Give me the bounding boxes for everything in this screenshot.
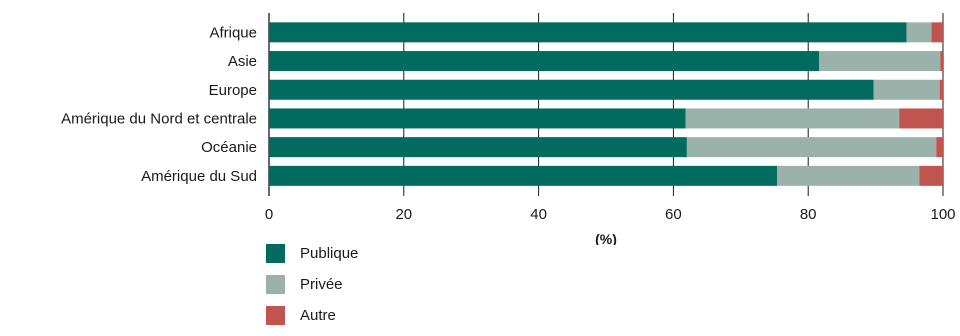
legend-swatch: [266, 305, 285, 325]
bar-segment-publique: [269, 22, 907, 43]
category-labels: Afrique Asie Europe Amérique du Nord et cen…: [61, 24, 257, 185]
bar-segment-privée: [873, 79, 940, 100]
x-axis-title: (%): [595, 231, 617, 245]
x-tick-label: 60: [665, 206, 682, 223]
bar-segment-publique: [269, 51, 819, 72]
bar-segment-publique: [269, 165, 778, 186]
x-tick-label: 40: [530, 206, 547, 223]
x-tick-labels: 0 20 40 60 80 100: [265, 206, 956, 223]
bar-segment-publique: [269, 108, 686, 129]
legend: Publique Privée Autre: [266, 243, 358, 336]
category-label: Europe: [209, 82, 257, 99]
bar-segment-autre: [940, 51, 943, 72]
bar-segment-privée: [777, 165, 920, 186]
bar-segment-autre: [939, 79, 943, 100]
bar-segment-privée: [818, 51, 941, 72]
bar-segment-privée: [685, 108, 900, 129]
bar-segment-autre: [936, 137, 943, 158]
bar-segment-publique: [269, 137, 687, 158]
bars: [269, 22, 943, 186]
legend-item: Autre: [266, 305, 358, 325]
bar-segment-publique: [269, 79, 874, 100]
bar-segment-autre: [931, 22, 943, 43]
category-label: Amérique du Sud: [141, 168, 257, 185]
legend-item: Privée: [266, 274, 358, 294]
category-label: Amérique du Nord et centrale: [61, 110, 257, 127]
bar-segment-privée: [686, 137, 937, 158]
bar-segment-autre: [919, 165, 943, 186]
bar-segment-privée: [906, 22, 932, 43]
legend-item: Publique: [266, 243, 358, 263]
category-label: Asie: [228, 53, 257, 70]
x-tick-label: 20: [395, 206, 412, 223]
legend-swatch: [266, 243, 285, 263]
category-label: Océanie: [201, 139, 257, 156]
legend-label: Publique: [300, 244, 359, 262]
x-tick-label: 100: [930, 206, 955, 223]
category-label: Afrique: [209, 24, 257, 41]
x-tick-label: 0: [265, 206, 273, 223]
stacked-bar-chart: Afrique Asie Europe Amérique du Nord et cen…: [61, 13, 956, 245]
gridlines: [268, 13, 944, 196]
legend-label: Privée: [300, 275, 343, 293]
bar-segment-autre: [899, 108, 943, 129]
x-tick-label: 80: [800, 206, 817, 223]
legend-swatch: [266, 274, 285, 294]
legend-label: Autre: [300, 306, 336, 324]
